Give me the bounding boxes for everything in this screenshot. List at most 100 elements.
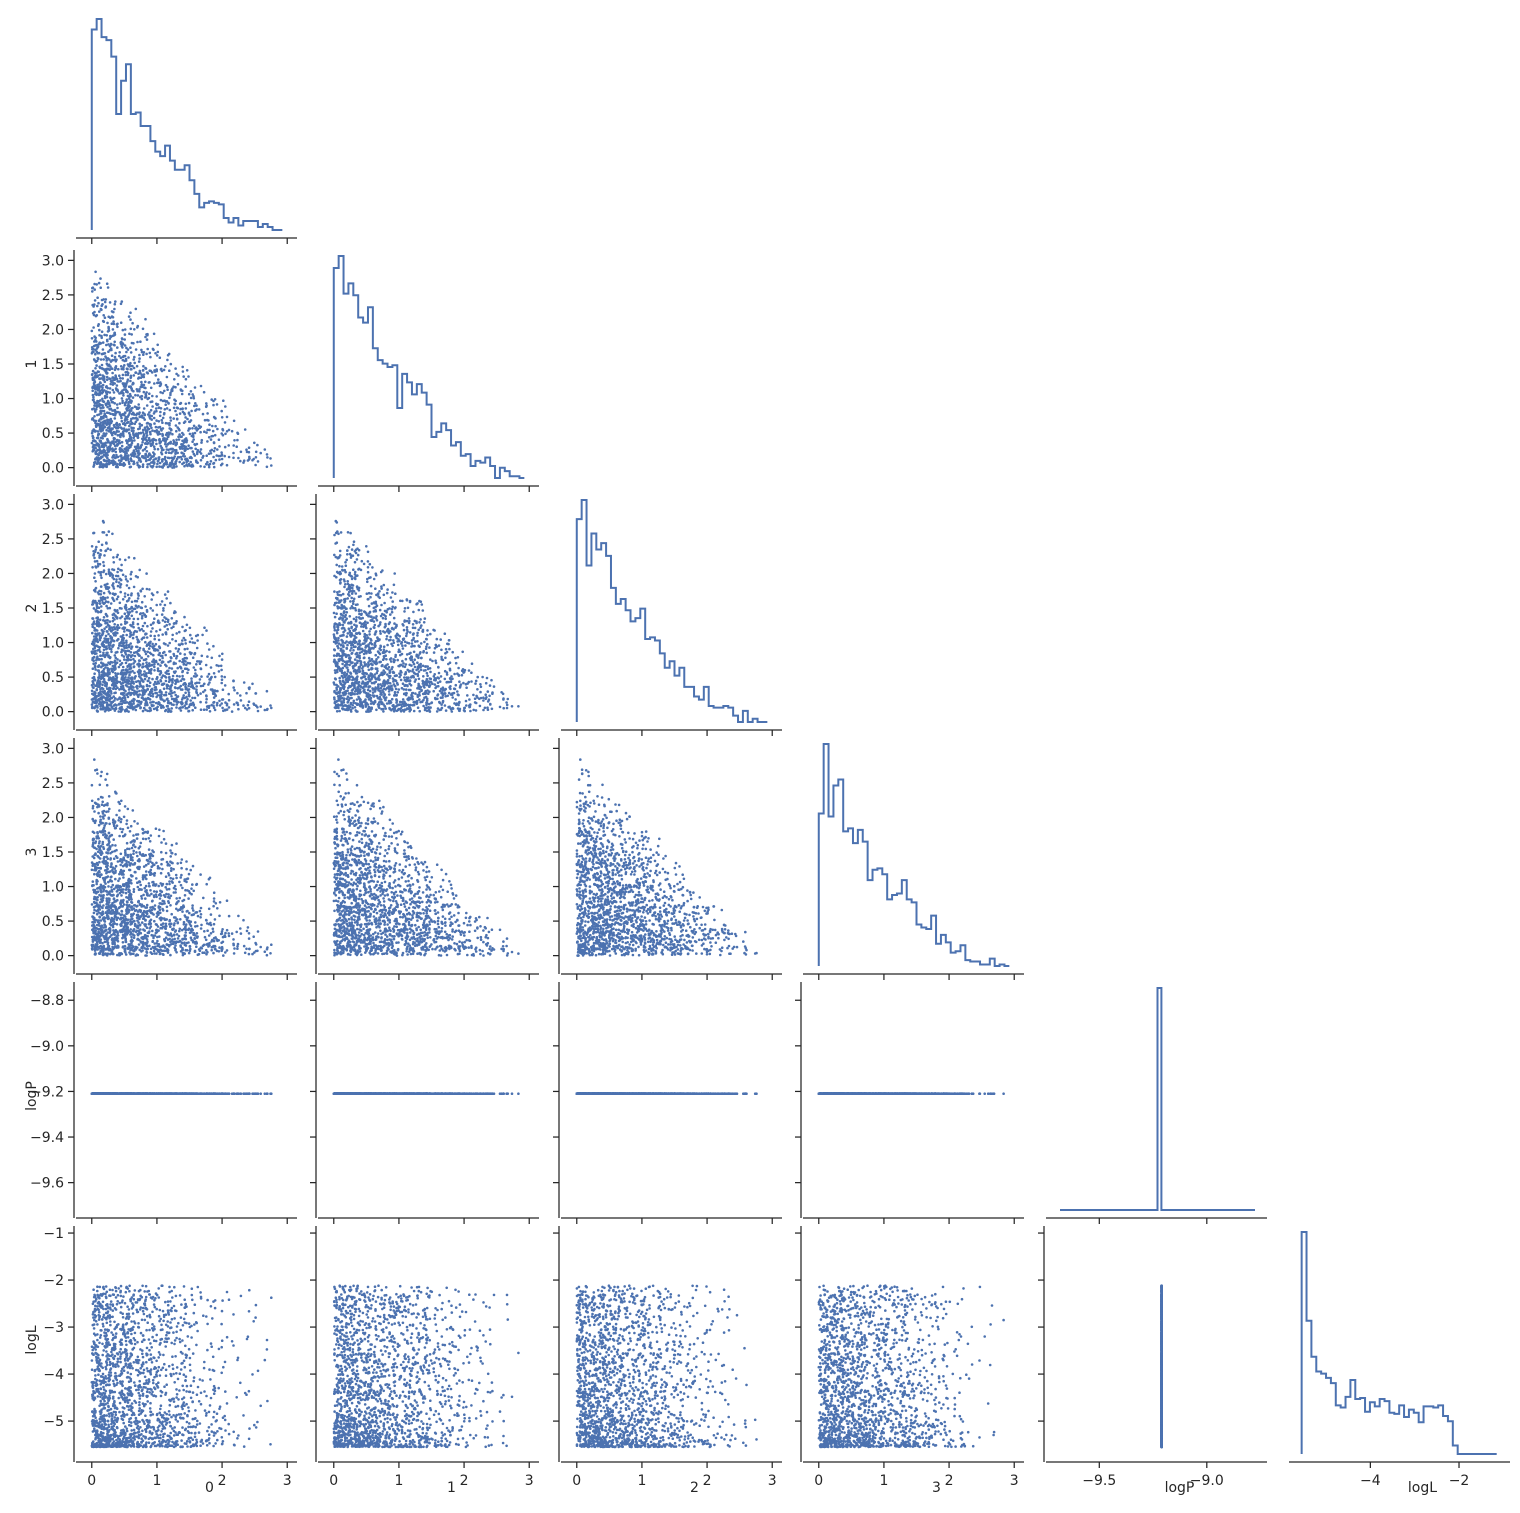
scatter-point (454, 698, 457, 701)
scatter-point (223, 676, 226, 679)
scatter-point (413, 710, 416, 713)
scatter-point (371, 664, 374, 667)
scatter-point (174, 662, 177, 665)
scatter-point (114, 708, 117, 711)
scatter-point (163, 616, 166, 619)
scatter-point (97, 571, 100, 574)
scatter-point (115, 578, 118, 581)
scatter-point (146, 398, 149, 401)
scatter-point (214, 676, 217, 679)
scatter-point (97, 552, 100, 555)
scatter-point (142, 663, 145, 666)
scatter-point (104, 316, 107, 319)
scatter-point (99, 439, 102, 442)
scatter-point (109, 620, 112, 623)
scatter-point (461, 651, 464, 654)
scatter-point (102, 520, 105, 523)
scatter-point (94, 447, 97, 450)
scatter-point (228, 429, 231, 432)
scatter-point (135, 371, 138, 374)
scatter-point (99, 554, 102, 557)
scatter-point (122, 642, 125, 645)
scatter-point (144, 428, 147, 431)
scatter-point (194, 409, 197, 412)
scatter-point (174, 699, 177, 702)
scatter-point (185, 664, 188, 667)
scatter-point (367, 678, 370, 681)
scatter-point (141, 638, 144, 641)
scatter-point (144, 318, 147, 321)
scatter-point (125, 653, 128, 656)
scatter-point (399, 701, 402, 704)
scatter-point (151, 466, 154, 469)
scatter-point (125, 701, 128, 704)
scatter-point (224, 709, 227, 712)
scatter-point (368, 630, 371, 633)
scatter-point (129, 318, 132, 321)
scatter-point (143, 376, 146, 379)
scatter-point (102, 314, 105, 317)
scatter-point (183, 441, 186, 444)
scatter-point (214, 447, 217, 450)
scatter-point (137, 450, 140, 453)
scatter-point (155, 457, 158, 460)
scatter-point (388, 690, 391, 693)
scatter-point (255, 704, 258, 707)
scatter-point (369, 615, 372, 618)
scatter-point (224, 433, 227, 436)
scatter-point (133, 356, 136, 359)
scatter-point (91, 703, 94, 706)
scatter-point (155, 702, 158, 705)
scatter-point (269, 704, 272, 707)
scatter-point (183, 465, 186, 468)
scatter-point (114, 374, 117, 377)
scatter-point (152, 460, 155, 463)
scatter-point (99, 277, 102, 280)
scatter-point (128, 556, 131, 559)
scatter-point (137, 627, 140, 630)
scatter-point (102, 445, 105, 448)
scatter-point (195, 663, 198, 666)
scatter-point (159, 670, 162, 673)
scatter-point (177, 436, 180, 439)
scatter-point (133, 666, 136, 669)
scatter-point (192, 438, 195, 441)
scatter-point (216, 428, 219, 431)
scatter-point (156, 591, 159, 594)
scatter-point (479, 683, 482, 686)
scatter-point (374, 645, 377, 648)
y-tick-label: 0.0 (42, 705, 64, 721)
scatter-point (168, 369, 171, 372)
scatter-point (186, 459, 189, 462)
scatter-point (181, 390, 184, 393)
scatter-point (397, 691, 400, 694)
scatter-point (135, 348, 138, 351)
scatter-point (116, 466, 119, 469)
scatter-point (168, 451, 171, 454)
scatter-point (133, 374, 136, 377)
scatter-point (99, 623, 102, 626)
scatter-point (120, 645, 123, 648)
scatter-point (380, 571, 383, 574)
scatter-point (146, 704, 149, 707)
scatter-point (159, 629, 162, 632)
scatter-point (107, 691, 110, 694)
scatter-point (122, 700, 125, 703)
scatter-point (347, 669, 350, 672)
scatter-point (127, 364, 130, 367)
scatter-point (108, 695, 111, 698)
scatter-point (91, 617, 94, 620)
scatter-point (193, 675, 196, 678)
scatter-point (389, 682, 392, 685)
scatter-point (116, 463, 119, 466)
scatter-point (173, 455, 176, 458)
scatter-point (110, 460, 113, 463)
scatter-point (210, 460, 213, 463)
scatter-point (390, 657, 393, 660)
scatter-point (463, 671, 466, 674)
scatter-point (130, 333, 133, 336)
scatter-point (227, 444, 230, 447)
scatter-point (221, 658, 224, 661)
scatter-point (184, 642, 187, 645)
scatter-point (383, 666, 386, 669)
